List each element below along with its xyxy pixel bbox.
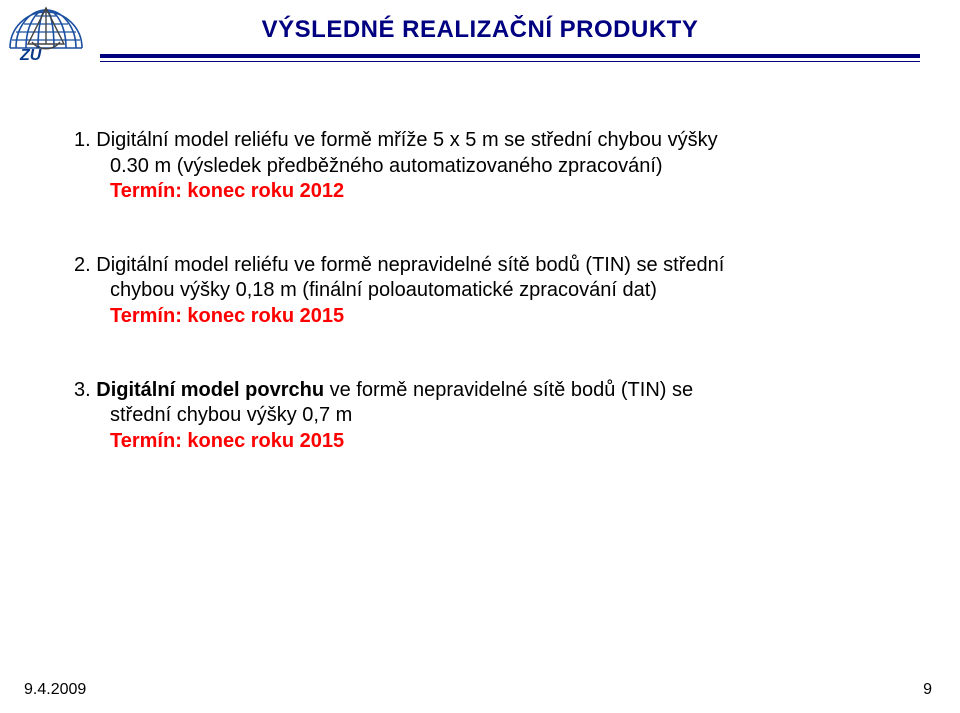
item-deadline: Termín: konec roku 2015	[74, 429, 904, 455]
product-item-3: 3. Digitální model povrchu ve formě nepr…	[74, 378, 904, 455]
item-number: 1.	[74, 129, 91, 151]
footer-date: 9.4.2009	[24, 681, 86, 699]
footer-page-number: 9	[923, 681, 932, 699]
item-text: Digitální model reliéfu ve formě mříže 5…	[96, 129, 717, 151]
item-text-2: chybou výšky 0,18 m (finální poloautomat…	[74, 278, 904, 304]
item-deadline: Termín: konec roku 2012	[74, 179, 904, 205]
item-number: 2.	[74, 254, 91, 276]
item-deadline: Termín: konec roku 2015	[74, 304, 904, 330]
slide-title: VÝSLEDNÉ REALIZAČNÍ PRODUKTY	[0, 16, 960, 44]
content-body: 1. Digitální model reliéfu ve formě mříž…	[74, 128, 904, 502]
item-number: 3.	[74, 379, 91, 401]
item-text-2: střední chybou výšky 0,7 m	[74, 403, 904, 429]
product-item-1: 1. Digitální model reliéfu ve formě mříž…	[74, 128, 904, 205]
item-text-rest: ve formě nepravidelné sítě bodů (TIN) se	[324, 379, 693, 401]
item-text-bold: Digitální model povrchu	[96, 379, 324, 401]
item-text-2: 0.30 m (výsledek předběžného automatizov…	[74, 154, 904, 180]
item-text: Digitální model reliéfu ve formě nepravi…	[96, 254, 724, 276]
title-underline	[100, 54, 920, 62]
logo-letters: ZÚ	[19, 45, 42, 64]
product-item-2: 2. Digitální model reliéfu ve formě nepr…	[74, 253, 904, 330]
